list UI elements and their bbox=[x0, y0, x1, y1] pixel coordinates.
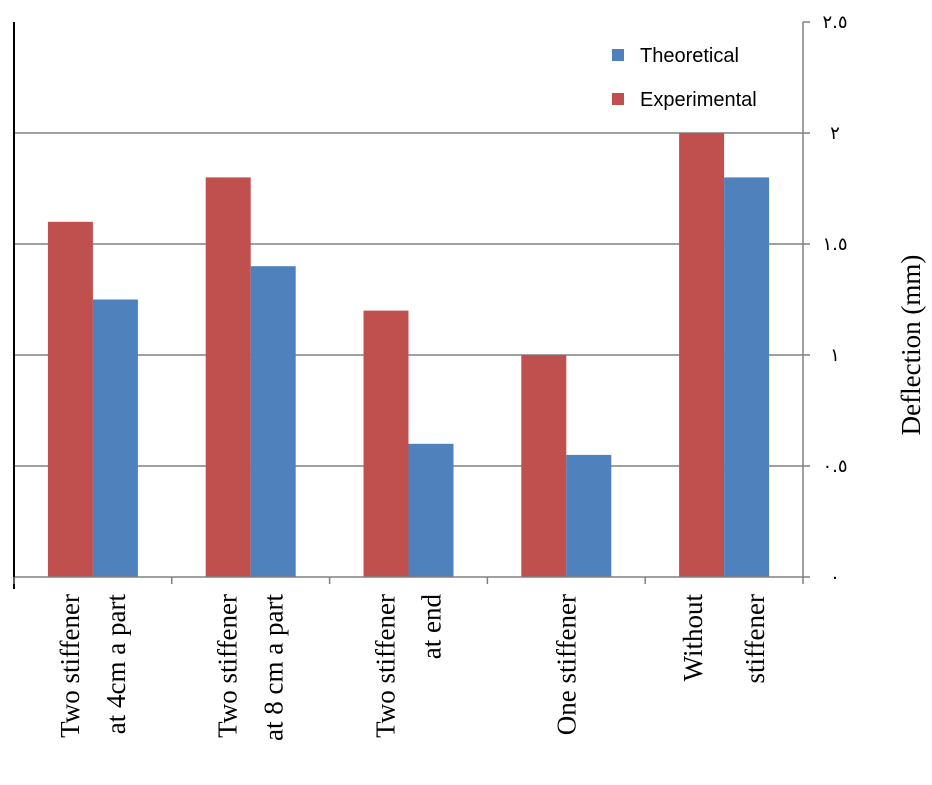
bar-experimental-0 bbox=[47, 221, 93, 578]
bar-experimental-1 bbox=[205, 177, 251, 577]
category-labels: Two stiffener at 4cm a part Two stiffener a… bbox=[55, 594, 770, 741]
legend-label: Experimental bbox=[640, 89, 757, 111]
bar-theoretical-1 bbox=[250, 266, 296, 577]
y-tick-label: ١ bbox=[830, 345, 840, 366]
legend-swatch bbox=[612, 49, 624, 61]
y-tick-label: ٠.٥ bbox=[822, 456, 847, 477]
legend-label: Theoretical bbox=[640, 45, 739, 67]
y-tick-label: ٢.٥ bbox=[822, 12, 847, 33]
legend-swatch bbox=[612, 93, 624, 105]
category-label: Two stiffener bbox=[55, 594, 85, 738]
y-tick-label: ٢ bbox=[830, 123, 840, 144]
category-label: at end bbox=[417, 594, 447, 660]
y-tick-label: ١.٥ bbox=[822, 234, 847, 255]
bar-experimental-2 bbox=[363, 310, 409, 577]
category-label: at 4cm a part bbox=[101, 594, 131, 735]
bars bbox=[47, 133, 770, 578]
category-label: One stiffener bbox=[551, 594, 581, 735]
y-tick-label: ٠ bbox=[830, 567, 840, 588]
category-label: Two stiffener bbox=[371, 594, 401, 738]
bar-theoretical-2 bbox=[408, 443, 454, 577]
axes bbox=[13, 21, 810, 589]
legend: Theoretical Experimental bbox=[612, 45, 757, 111]
bar-theoretical-0 bbox=[92, 299, 138, 577]
y-tick-labels: ٠ ٠.٥ ١ ١.٥ ٢ ٢.٥ bbox=[822, 12, 847, 588]
y-axis-title: Deflection (mm) bbox=[896, 255, 926, 436]
bar-experimental-4 bbox=[679, 133, 725, 577]
bar-experimental-3 bbox=[521, 355, 567, 577]
category-label: stiffener bbox=[740, 594, 770, 683]
category-label: Without bbox=[678, 594, 708, 682]
category-label: at 8 cm a part bbox=[259, 594, 289, 741]
bar-theoretical-3 bbox=[566, 454, 612, 577]
bar-theoretical-4 bbox=[724, 177, 770, 577]
category-label: Two stiffener bbox=[213, 594, 243, 738]
